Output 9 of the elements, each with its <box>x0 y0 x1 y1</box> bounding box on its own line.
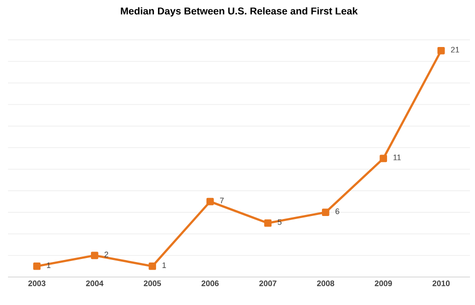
point <box>90 252 98 260</box>
point <box>148 262 156 270</box>
point <box>380 154 388 162</box>
point <box>33 262 41 270</box>
point <box>206 198 214 206</box>
point <box>264 219 272 227</box>
point <box>322 208 330 216</box>
chart-title: Median Days Between U.S. Release and First Leak <box>120 7 358 16</box>
point <box>437 46 445 54</box>
